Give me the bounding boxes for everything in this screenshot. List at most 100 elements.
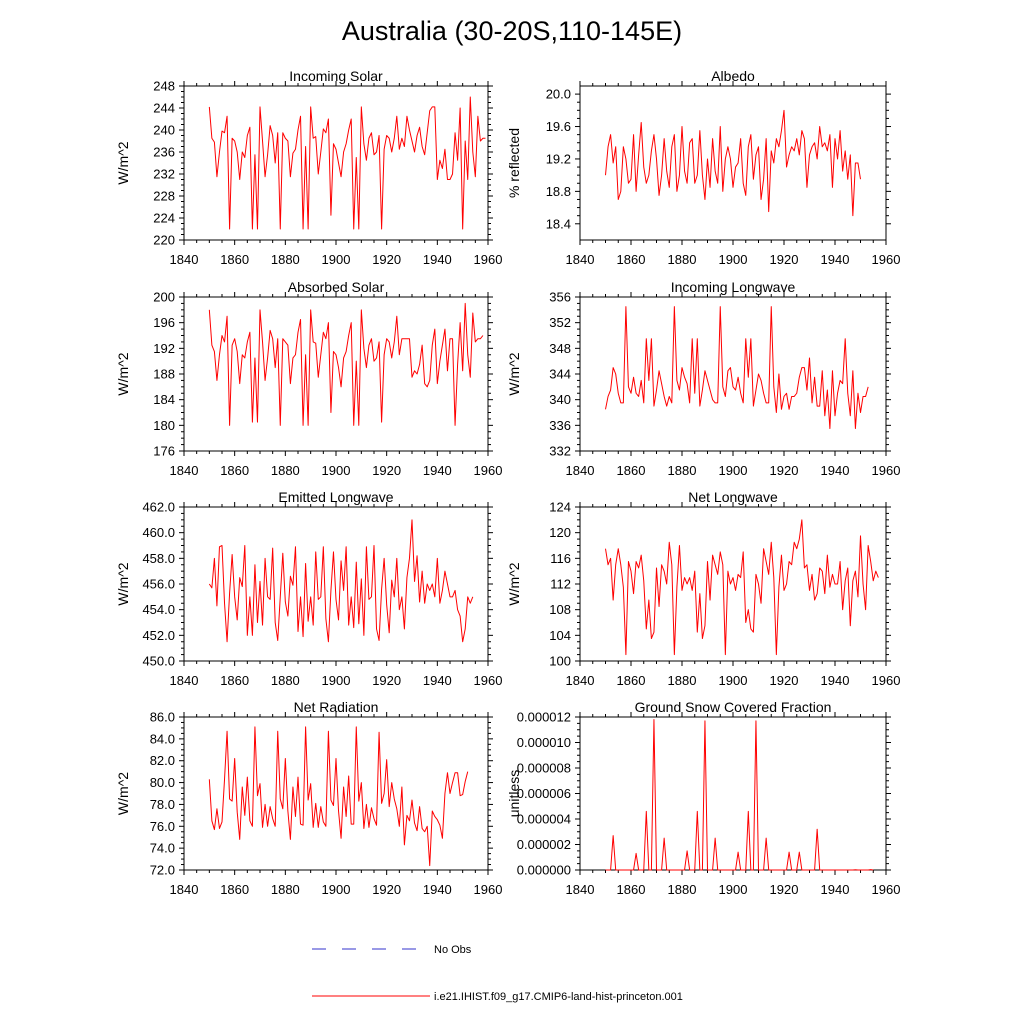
y-tick-label: 184 bbox=[153, 392, 175, 407]
y-tick-label: 458.0 bbox=[142, 551, 175, 566]
series-line bbox=[605, 306, 869, 430]
x-tick-label: 1900 bbox=[322, 463, 351, 478]
x-tick-label: 1900 bbox=[322, 673, 351, 688]
y-tick-label: 72.0 bbox=[150, 863, 175, 878]
panel-title: Incoming Solar bbox=[289, 68, 383, 84]
series-line bbox=[605, 109, 861, 217]
legend: No Obs i.e21.IHIST.f09_g17.CMIP6-land-hi… bbox=[312, 944, 683, 1003]
x-tick-label: 1860 bbox=[617, 882, 646, 897]
y-tick-label: 356 bbox=[549, 290, 571, 305]
y-tick-label: 240 bbox=[153, 123, 175, 138]
x-tick-label: 1860 bbox=[220, 882, 249, 897]
x-tick-label: 1880 bbox=[668, 673, 697, 688]
x-tick-label: 1860 bbox=[220, 463, 249, 478]
chart-panel-6: Net Longwave W/m^2 1840 1860 1880 1900 1920 194… bbox=[506, 489, 900, 688]
y-tick-label: 336 bbox=[549, 418, 571, 433]
y-axis-label: W/m^2 bbox=[506, 562, 522, 605]
x-tick-label: 1940 bbox=[821, 673, 850, 688]
panel-title: Net Longwave bbox=[688, 489, 778, 505]
y-tick-label: 116 bbox=[550, 551, 571, 566]
y-tick-label: 462.0 bbox=[142, 500, 175, 515]
series-line bbox=[208, 302, 484, 426]
y-axis-label: unitless bbox=[506, 770, 522, 817]
y-tick-label: 348 bbox=[549, 341, 571, 356]
y-tick-label: 454.0 bbox=[142, 602, 175, 617]
x-tick-label: 1940 bbox=[423, 673, 452, 688]
x-tick-label: 1960 bbox=[474, 252, 503, 267]
y-axis-label: W/m^2 bbox=[115, 141, 131, 184]
x-tick-label: 1940 bbox=[423, 882, 452, 897]
x-tick-label: 1940 bbox=[821, 463, 850, 478]
y-tick-label: 236 bbox=[153, 145, 175, 160]
x-tick-label: 1960 bbox=[872, 882, 901, 897]
y-tick-label: 0.000010 bbox=[517, 735, 571, 750]
panels: Incoming Solar W/m^2 1840 1860 1880 1900 1920 1… bbox=[115, 68, 900, 897]
x-tick-label: 1920 bbox=[372, 882, 401, 897]
y-tick-label: 456.0 bbox=[142, 577, 175, 592]
y-tick-label: 244 bbox=[153, 101, 175, 116]
y-tick-label: 104 bbox=[549, 628, 571, 643]
series-line bbox=[605, 519, 879, 656]
y-tick-label: 19.2 bbox=[546, 151, 571, 166]
x-tick-label: 1900 bbox=[322, 882, 351, 897]
panel-title: Ground Snow Covered Fraction bbox=[635, 699, 832, 715]
x-tick-label: 1840 bbox=[566, 463, 595, 478]
plot-frame bbox=[579, 716, 887, 871]
panel-title: Net Radiation bbox=[294, 699, 379, 715]
y-tick-label: 352 bbox=[549, 315, 571, 330]
y-tick-label: 200 bbox=[153, 290, 175, 305]
y-tick-label: 188 bbox=[153, 367, 175, 382]
series-line bbox=[208, 519, 474, 643]
x-tick-label: 1880 bbox=[271, 252, 300, 267]
y-tick-label: 460.0 bbox=[142, 525, 175, 540]
y-tick-label: 18.4 bbox=[546, 216, 571, 231]
series-line bbox=[208, 96, 486, 230]
panel-title: Emitted Longwave bbox=[278, 489, 393, 505]
x-tick-label: 1920 bbox=[372, 463, 401, 478]
x-tick-label: 1900 bbox=[719, 252, 748, 267]
chart-panel-3: Absorbed Solar W/m^2 1840 1860 1880 1900 1920 1… bbox=[115, 279, 502, 478]
y-tick-label: 0.000000 bbox=[517, 863, 571, 878]
x-tick-label: 1880 bbox=[271, 673, 300, 688]
y-tick-label: 0.000012 bbox=[517, 710, 571, 725]
legend-label-no-obs: No Obs bbox=[434, 944, 472, 956]
y-tick-label: 84.0 bbox=[150, 731, 175, 746]
x-tick-label: 1880 bbox=[271, 882, 300, 897]
y-tick-label: 86.0 bbox=[150, 710, 175, 725]
y-tick-label: 78.0 bbox=[150, 797, 175, 812]
panel-title: Albedo bbox=[711, 68, 755, 84]
x-tick-label: 1920 bbox=[770, 882, 799, 897]
x-tick-label: 1840 bbox=[170, 463, 199, 478]
y-tick-label: 18.8 bbox=[546, 184, 571, 199]
x-tick-label: 1860 bbox=[617, 463, 646, 478]
y-tick-label: 120 bbox=[549, 525, 571, 540]
x-tick-label: 1880 bbox=[668, 252, 697, 267]
x-tick-label: 1900 bbox=[322, 252, 351, 267]
y-tick-label: 0.000006 bbox=[517, 786, 571, 801]
plot-frame bbox=[183, 506, 489, 662]
x-tick-label: 1940 bbox=[821, 252, 850, 267]
y-axis-label: W/m^2 bbox=[115, 352, 131, 395]
chart-panel-8: Ground Snow Covered Fraction unitless 1840… bbox=[506, 699, 900, 897]
y-tick-label: 76.0 bbox=[150, 819, 175, 834]
x-tick-label: 1840 bbox=[566, 252, 595, 267]
x-tick-label: 1920 bbox=[372, 673, 401, 688]
y-tick-label: 192 bbox=[153, 341, 175, 356]
x-tick-label: 1960 bbox=[474, 463, 503, 478]
x-tick-label: 1860 bbox=[617, 252, 646, 267]
panel-title: Absorbed Solar bbox=[288, 279, 385, 295]
x-tick-label: 1920 bbox=[770, 252, 799, 267]
y-tick-label: 196 bbox=[153, 315, 175, 330]
x-tick-label: 1940 bbox=[423, 252, 452, 267]
y-tick-label: 0.000002 bbox=[517, 837, 571, 852]
y-axis-label: % reflected bbox=[506, 128, 522, 198]
chart-panel-4: Incoming Longwave W/m^2 1840 1860 1880 1900 19… bbox=[506, 279, 900, 478]
x-tick-label: 1860 bbox=[220, 673, 249, 688]
y-tick-label: 108 bbox=[549, 602, 571, 617]
y-tick-label: 340 bbox=[549, 392, 571, 407]
x-tick-label: 1900 bbox=[719, 673, 748, 688]
y-tick-label: 248 bbox=[153, 79, 175, 94]
y-tick-label: 112 bbox=[550, 577, 571, 592]
x-tick-label: 1840 bbox=[170, 882, 199, 897]
